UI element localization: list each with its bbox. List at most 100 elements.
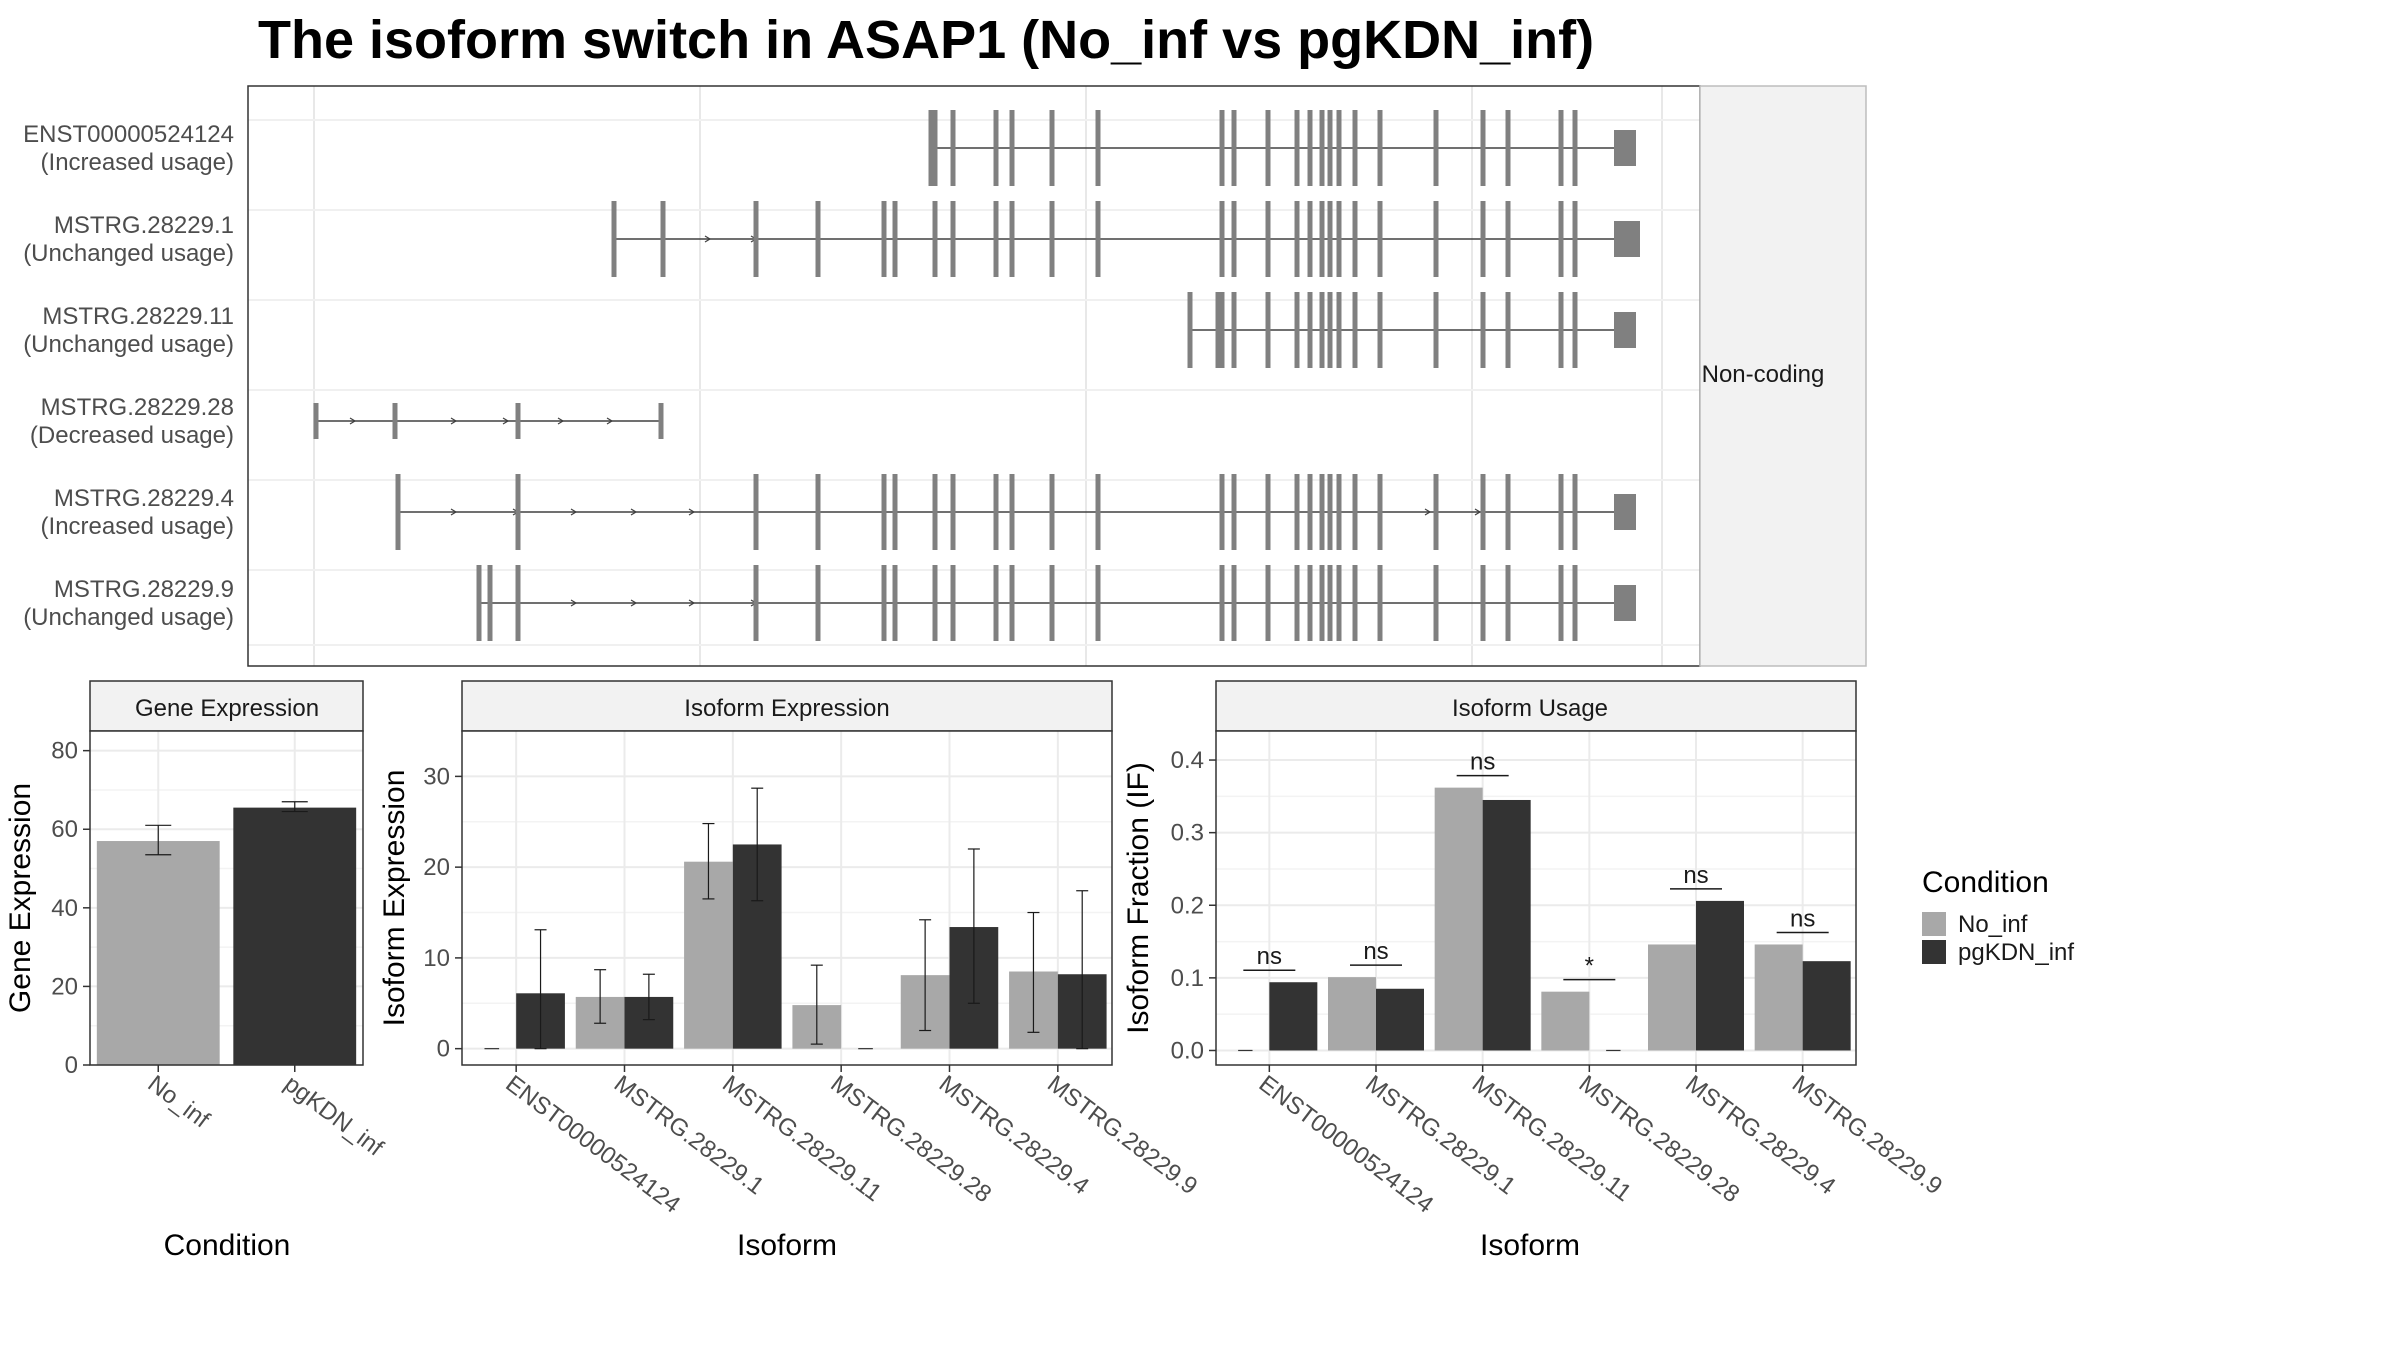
exon-block: [1558, 201, 1564, 277]
exon-block: [1327, 110, 1333, 186]
exon-block: [1095, 110, 1101, 186]
exon-block: [892, 474, 898, 550]
isoform-track-MSTRG.28229.4: MSTRG.28229.4(Increased usage): [41, 474, 1636, 550]
y-tick-label: 0.2: [1171, 892, 1204, 919]
exon-block: [1009, 565, 1015, 641]
y-tick-label: 20: [423, 854, 450, 881]
bar-No_inf: [1754, 944, 1803, 1051]
exon-block: [1319, 474, 1325, 550]
bar-pgKDN_inf: [1269, 982, 1318, 1051]
strip-label-noncoding: Non-coding: [1702, 361, 1825, 388]
exon-block: [515, 403, 521, 439]
exon-block: [881, 474, 887, 550]
exon-block: [1505, 201, 1511, 277]
exon-block: [1480, 110, 1486, 186]
isoform-structure-panel: ENST00000524124(Increased usage) MSTRG.28…: [23, 85, 1867, 667]
strand-arrow: [1474, 508, 1482, 516]
isoform-side-strip: [1699, 85, 1867, 667]
exon-block: [815, 474, 821, 550]
gene-expression-panel: 0 20 40 60 80 No_inf pgKDN_inf: [51, 680, 388, 1162]
exon-block: [658, 403, 664, 439]
y-tick-label: 60: [51, 816, 78, 843]
exon-block: [1480, 474, 1486, 550]
exon-block: [1480, 565, 1486, 641]
exon-block: [1219, 292, 1225, 368]
exon-block: [1219, 201, 1225, 277]
bar-pgKDN_inf: [1696, 900, 1744, 1051]
exon-block: [1336, 565, 1342, 641]
exon-block: [1352, 201, 1358, 277]
y-tick-label: 20: [51, 973, 78, 1000]
isoform-track-name: MSTRG.28229.4: [54, 485, 234, 512]
exon-block: [1505, 474, 1511, 550]
exon-block: [1095, 201, 1101, 277]
exon-block: [993, 201, 999, 277]
exon-block: [1336, 474, 1342, 550]
strand-arrow: [450, 508, 458, 516]
x-tick-label: pgKDN_inf: [279, 1070, 388, 1162]
exon-block: [1327, 474, 1333, 550]
exon-block: [1307, 201, 1313, 277]
legend-key-no-inf: [1922, 912, 1946, 936]
bar-pgKDN_inf: [1482, 799, 1531, 1051]
gene-expression-strip-title: Gene Expression: [135, 695, 319, 722]
exon-block: [1049, 201, 1055, 277]
exon-block: [1219, 110, 1225, 186]
legend: Condition No_inf pgKDN_inf: [1922, 866, 2074, 966]
exon-block: [1319, 201, 1325, 277]
exon-block: [1049, 474, 1055, 550]
exon-block: [993, 110, 999, 186]
isoform-usage-x-label: Isoform: [1480, 1229, 1580, 1262]
strand-arrow: [704, 235, 712, 243]
exon-block: [753, 201, 759, 277]
strand-arrow: [349, 417, 357, 425]
exon-block: [1377, 110, 1383, 186]
panel-strip: [89, 680, 364, 732]
panel-border: [89, 730, 364, 1066]
exon-block: [1377, 474, 1383, 550]
exon-block: [1049, 110, 1055, 186]
exon-block: [660, 201, 666, 277]
y-tick-label: 0.0: [1171, 1037, 1204, 1064]
exon-block: [1049, 565, 1055, 641]
exon-block: [815, 201, 821, 277]
exon-block: [1319, 565, 1325, 641]
strand-arrow: [557, 417, 565, 425]
exon-block: [1319, 110, 1325, 186]
exon-block: [1265, 474, 1271, 550]
significance-label: ns: [1470, 749, 1495, 776]
exon-block: [1327, 201, 1333, 277]
y-tick-label: 30: [423, 763, 450, 790]
exon-block: [1265, 201, 1271, 277]
panel-border: [1215, 730, 1857, 1066]
exon-block: [1009, 110, 1015, 186]
x-tick-label: ENST00000524124: [501, 1070, 686, 1218]
isoform-usage-y-label: Isoform Fraction (IF): [1122, 762, 1155, 1034]
bar-pgKDN_inf: [233, 807, 357, 1065]
exon-block: [1558, 474, 1564, 550]
utr-block: [1614, 494, 1636, 530]
bar-No_inf: [96, 841, 220, 1065]
strand-arrow: [570, 599, 578, 607]
exon-block: [1294, 565, 1300, 641]
exon-block: [1294, 110, 1300, 186]
exon-block: [950, 110, 956, 186]
exon-block: [1558, 110, 1564, 186]
y-tick-label: 0.1: [1171, 965, 1204, 992]
y-tick-label: 0.3: [1171, 820, 1204, 847]
exon-block: [611, 201, 617, 277]
gene-expression-x-label: Condition: [164, 1229, 291, 1262]
isoform-track-name: MSTRG.28229.9: [54, 576, 234, 603]
exon-block: [932, 110, 938, 186]
x-tick-label: No_inf: [143, 1070, 215, 1134]
isoform-track-name: MSTRG.28229.11: [42, 303, 234, 330]
exon-block: [1231, 110, 1237, 186]
exon-block: [932, 474, 938, 550]
exon-block: [1433, 110, 1439, 186]
isoform-track-ENST00000524124: ENST00000524124(Increased usage): [23, 110, 1636, 186]
strand-arrow: [630, 508, 638, 516]
utr-block: [1614, 585, 1636, 621]
significance-label: ns: [1257, 943, 1282, 970]
bar-No_inf: [1328, 977, 1376, 1051]
